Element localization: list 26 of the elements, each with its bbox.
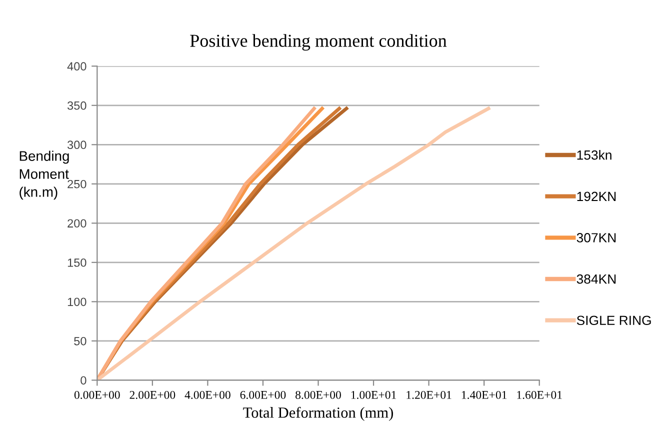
y-tick-label: 250 [68, 180, 86, 188]
x-tick-label: 4.00E+00 [184, 390, 230, 399]
y-tick-label: 400 [67, 62, 86, 71]
x-tick-label: 1.60E+01 [517, 390, 562, 399]
y-tick-label: 200 [68, 219, 86, 228]
y-tick-label: 150 [68, 258, 86, 267]
x-tick-label: 1.40E+01 [462, 390, 507, 399]
y-tick-label: 100 [68, 298, 86, 306]
x-tick-label: 0.00E+00 [74, 390, 120, 399]
legend-label: 192KN [577, 192, 616, 202]
legend-label: 307KN [576, 233, 616, 242]
x-tick-label: 8.00E+00 [296, 390, 341, 399]
x-tick-label: 2.00E+00 [130, 390, 176, 399]
x-tick-label: 1.00E+01 [351, 390, 396, 399]
x-tick-label: 6.00E+00 [240, 390, 286, 399]
legend-label: 384KN [576, 274, 616, 284]
y-tick-label: 50 [74, 336, 86, 346]
y-axis-title: Bending Moment (kn.m) [20, 150, 69, 200]
legend-label: SIGLE RING [576, 316, 651, 326]
x-tick-label: 1.20E+01 [406, 390, 452, 399]
y-tick-label: 0 [80, 376, 86, 385]
legend-label: 153kn [577, 150, 612, 160]
y-tick-label: 350 [67, 101, 86, 110]
chart-title: Positive bending moment condition [190, 34, 447, 51]
x-axis-title: Total Deformation (mm) [243, 406, 393, 421]
y-tick-label: 300 [67, 140, 86, 150]
